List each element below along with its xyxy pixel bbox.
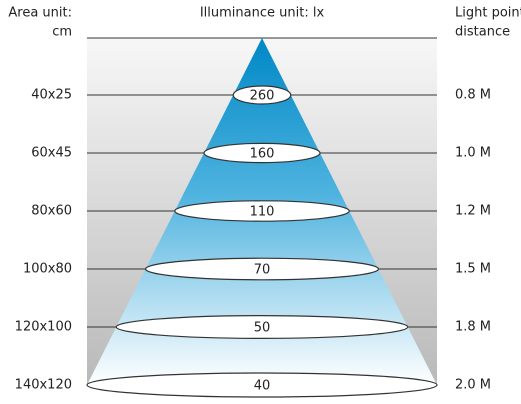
- distance-label: 1.0 M: [455, 146, 491, 161]
- distance-unit-label: Light point: [455, 6, 521, 21]
- illuminance-ellipse: [232, 85, 292, 105]
- area-unit-label: cm: [52, 25, 72, 40]
- distance-label: 0.8 M: [455, 88, 491, 103]
- lux-value: 160: [250, 147, 275, 162]
- distance-label: 1.2 M: [455, 204, 491, 219]
- illuminance-ellipse: [115, 315, 409, 340]
- illuminance-ellipse: [174, 200, 350, 222]
- area-label: 40x25: [31, 88, 72, 103]
- illuminance-ellipse: [86, 372, 438, 398]
- area-label: 60x45: [31, 146, 72, 161]
- lux-value: 70: [254, 263, 271, 278]
- area-label: 140x120: [15, 378, 72, 393]
- distance-label: 1.8 M: [455, 320, 491, 335]
- distance-label: 2.0 M: [455, 378, 491, 393]
- area-label: 80x60: [31, 204, 72, 219]
- area-label: 100x80: [23, 262, 72, 277]
- lux-value: 50: [254, 321, 271, 336]
- lux-value: 110: [250, 205, 275, 220]
- area-unit-label: Area unit:: [8, 6, 72, 21]
- distance-label: 1.5 M: [455, 262, 491, 277]
- distance-unit-label: distance: [455, 25, 510, 40]
- lux-value: 40: [254, 379, 271, 394]
- illuminance-unit-label: Illuminance unit: lx: [200, 6, 325, 21]
- illuminance-ellipse: [144, 257, 380, 281]
- area-label: 120x100: [15, 320, 72, 335]
- illuminance-ellipse: [203, 142, 321, 164]
- lux-value: 260: [250, 89, 275, 104]
